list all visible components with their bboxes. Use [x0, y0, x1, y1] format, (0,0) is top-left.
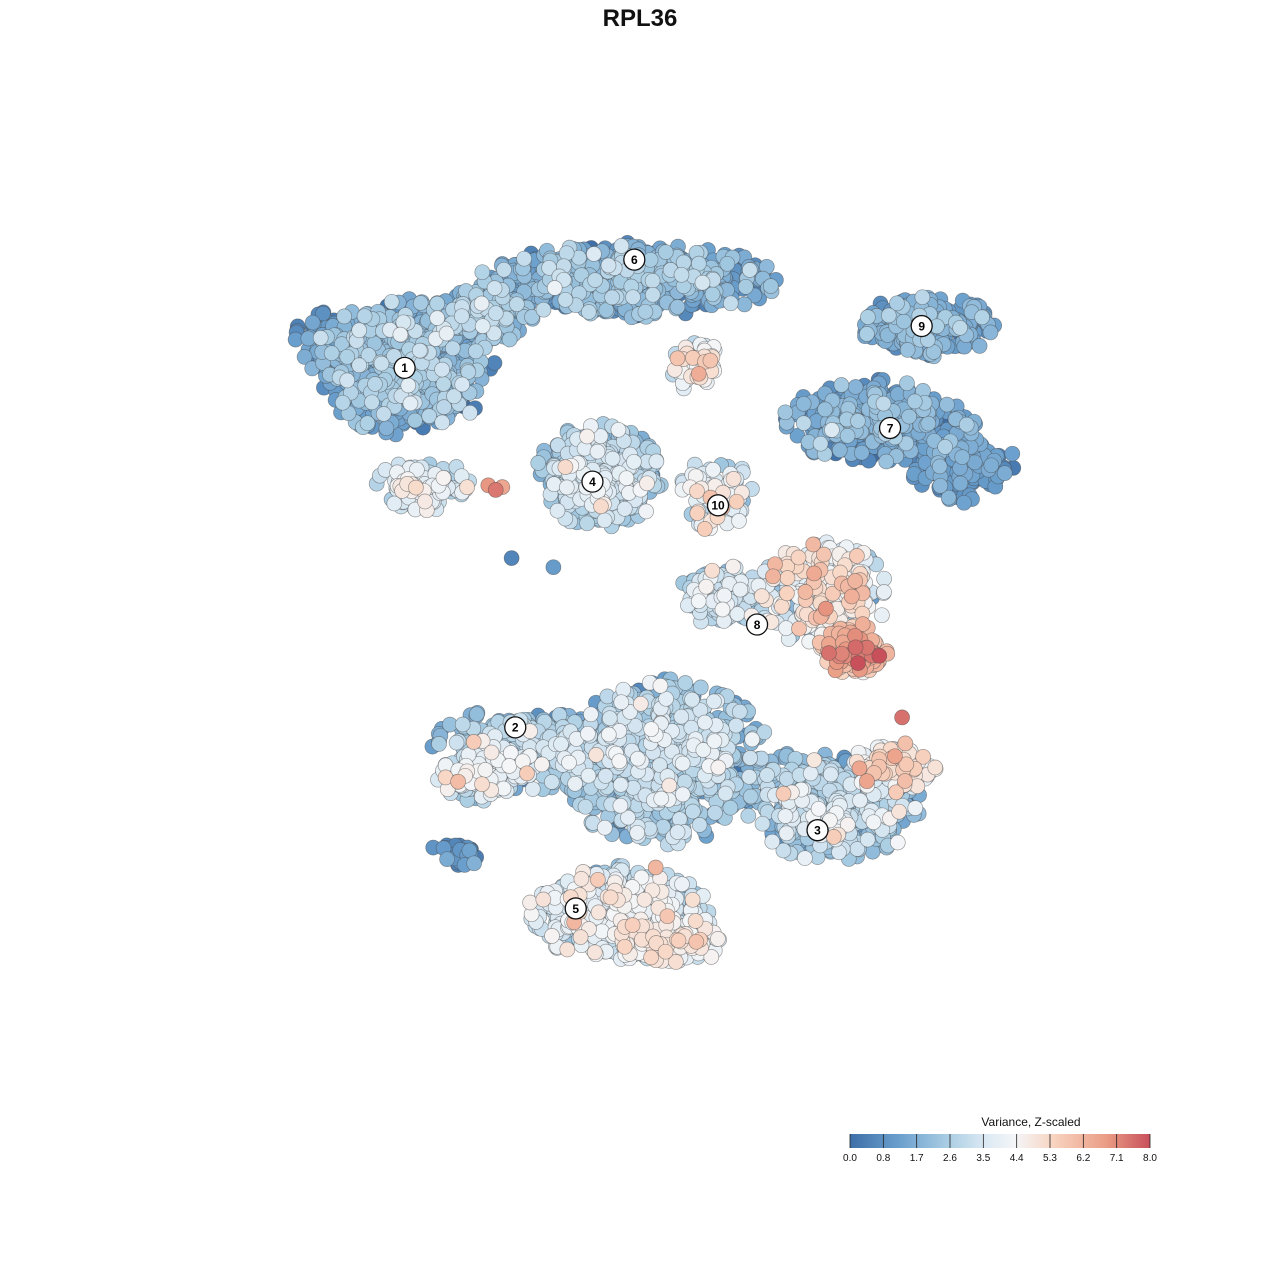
data-point — [931, 458, 948, 475]
data-point — [839, 427, 856, 444]
data-point — [509, 296, 525, 313]
data-point — [737, 278, 754, 295]
data-point — [860, 309, 876, 325]
data-point — [334, 394, 351, 411]
data-point — [304, 314, 321, 331]
data-point — [956, 494, 972, 511]
data-point — [952, 475, 969, 492]
data-point — [530, 455, 547, 471]
data-point — [833, 377, 850, 393]
data-point — [356, 308, 373, 325]
chart-title: RPL36 — [603, 5, 678, 32]
data-point — [847, 379, 864, 395]
data-point — [954, 449, 971, 465]
data-point — [958, 416, 975, 433]
data-point — [795, 415, 812, 431]
data-point — [878, 453, 895, 470]
data-point — [677, 675, 694, 691]
data-point — [604, 289, 620, 306]
data-point — [367, 376, 383, 392]
data-point — [1004, 445, 1021, 462]
data-point — [722, 799, 739, 816]
data-point — [859, 326, 875, 342]
data-point — [736, 296, 753, 313]
data-point — [817, 401, 833, 418]
points-layer — [287, 235, 1022, 970]
data-point — [920, 415, 937, 432]
data-point — [983, 457, 1000, 474]
data-point — [468, 706, 485, 723]
data-point — [914, 289, 931, 306]
data-point — [474, 264, 491, 281]
data-point — [707, 804, 723, 821]
data-point — [435, 376, 452, 392]
data-point — [777, 404, 794, 421]
data-point — [853, 444, 870, 461]
data-point — [831, 442, 848, 459]
data-point — [501, 331, 518, 348]
data-point — [932, 477, 949, 494]
data-point — [899, 342, 916, 358]
data-point — [454, 716, 471, 733]
data-point — [412, 295, 429, 311]
data-point — [906, 393, 923, 410]
data-point — [880, 307, 897, 324]
data-point — [545, 559, 562, 576]
data-point — [486, 355, 503, 371]
data-point — [429, 295, 446, 312]
data-point — [580, 304, 597, 320]
data-point — [899, 375, 915, 392]
data-point — [740, 807, 757, 824]
data-point — [407, 412, 423, 429]
data-point — [444, 340, 461, 357]
data-point — [439, 851, 455, 868]
data-point — [974, 309, 990, 326]
data-point — [939, 396, 955, 413]
data-point — [762, 278, 779, 294]
data-point — [795, 395, 812, 412]
data-point — [895, 313, 912, 330]
data-point — [637, 303, 654, 320]
data-point — [812, 435, 829, 452]
data-point — [467, 343, 484, 360]
data-point — [323, 345, 340, 362]
data-point — [558, 245, 575, 262]
data-point — [657, 244, 674, 260]
data-point — [466, 855, 482, 872]
data-point — [996, 465, 1013, 482]
data-point — [982, 324, 999, 341]
data-point — [937, 439, 953, 455]
data-point — [704, 286, 721, 303]
data-point — [901, 408, 917, 425]
data-point — [587, 272, 603, 288]
data-point — [378, 420, 395, 437]
data-point — [503, 550, 520, 566]
data-point — [742, 788, 759, 805]
data-point — [359, 415, 376, 432]
data-point — [431, 736, 447, 752]
data-point — [579, 515, 595, 532]
data-point — [850, 413, 866, 429]
data-point — [971, 338, 988, 354]
data-point — [952, 319, 968, 336]
data-point — [336, 308, 353, 325]
data-point — [669, 299, 686, 315]
